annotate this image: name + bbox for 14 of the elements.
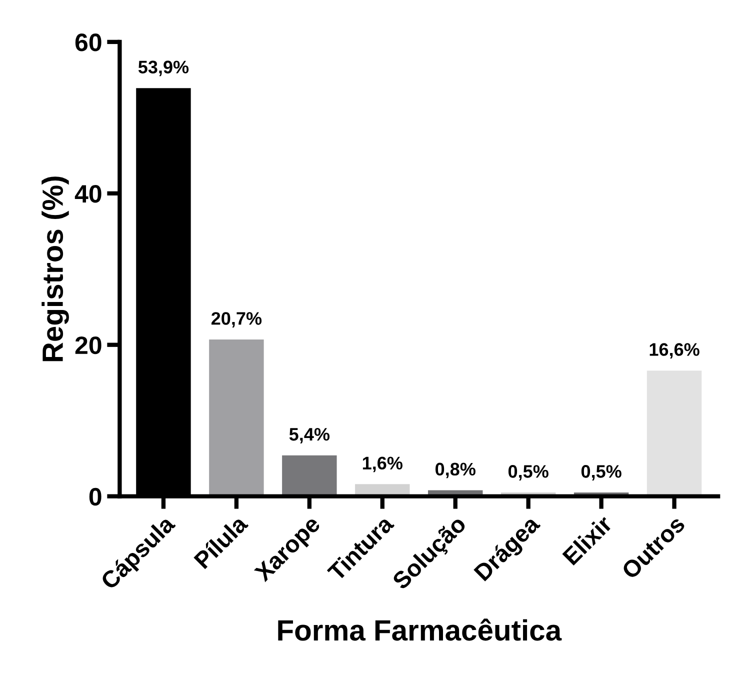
data-label: 1,6% bbox=[362, 456, 402, 472]
data-label: 0,5% bbox=[581, 465, 622, 480]
y-tick-label: 40 bbox=[74, 184, 102, 203]
data-label: 0,8% bbox=[436, 462, 476, 478]
data-label: 5,4% bbox=[289, 428, 330, 444]
x-axis-title: Forma Farmacêutica bbox=[278, 618, 562, 641]
data-label: 53,9% bbox=[138, 60, 189, 76]
y-tick-label: 60 bbox=[75, 34, 102, 52]
y-tick-label: 0 bbox=[89, 488, 102, 506]
data-label: 16,6% bbox=[650, 343, 700, 359]
data-label: 0,5% bbox=[508, 465, 548, 480]
y-tick-label: 20 bbox=[75, 336, 102, 354]
data-label: 20,7% bbox=[211, 312, 262, 328]
y-axis-title: Registros (%) bbox=[42, 176, 69, 362]
